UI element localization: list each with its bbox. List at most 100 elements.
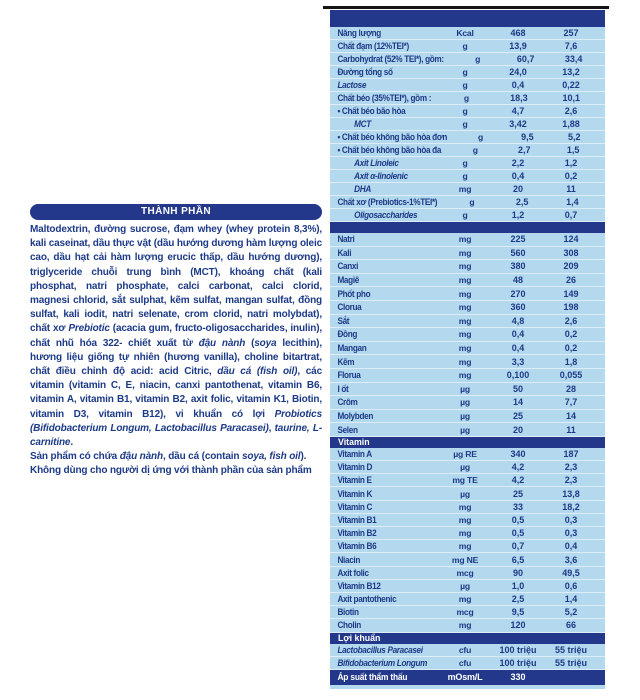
nutrient-unit: µg RE bbox=[453, 449, 477, 459]
value-per-100g: 48 bbox=[512, 275, 523, 286]
value-per-100g: 50 bbox=[512, 383, 523, 394]
ingredient-term-italic: Prebiotic bbox=[68, 323, 110, 335]
value-per-100g: 120 bbox=[510, 620, 526, 631]
value-per-serving: 0,2 bbox=[564, 171, 578, 181]
nutrient-unit: mg bbox=[458, 356, 472, 367]
ingredient-term-italic: dầu cá (fish oil) bbox=[217, 366, 298, 378]
nutrient-row: Vitamin B1 mg 0,5 0,3 bbox=[330, 514, 605, 528]
value-per-100g: 270 bbox=[510, 288, 526, 299]
value-per-100g: 2,7 bbox=[517, 145, 531, 155]
nutrient-unit: µg bbox=[460, 411, 470, 422]
nutrient-row: Axit α-linolenic g 0,4 0,2 bbox=[330, 170, 605, 183]
nutrient-name: Molybden bbox=[337, 411, 374, 422]
osmolality-label: Áp suất thẩm thấu bbox=[337, 672, 408, 683]
nutrient-row: Đường tổng số g 24,0 13,2 bbox=[330, 66, 605, 79]
nutrient-name: DHA bbox=[354, 184, 371, 194]
nutrient-unit: g bbox=[478, 132, 484, 142]
nutrition-table-panel: Năng lượng Kcal 468 257 Chất đạm (12%TEI*) g 1… bbox=[330, 10, 605, 689]
nutrient-name: • Chất béo bão hòa bbox=[337, 106, 406, 116]
value-per-100g: 0,4 bbox=[511, 329, 525, 340]
nutrient-unit: g bbox=[462, 119, 468, 129]
nutrient-row: Vitamin B6 mg 0,7 0,4 bbox=[330, 540, 605, 554]
ingredient-text: ). bbox=[300, 451, 307, 463]
nutrient-name: Oligosaccharides bbox=[354, 210, 418, 220]
nutrient-row: Kẽm mg 3,3 1,8 bbox=[330, 355, 605, 369]
nutrient-unit: mg bbox=[458, 288, 472, 299]
nutrient-unit: mcg bbox=[456, 567, 474, 578]
nutrient-name: Cholin bbox=[337, 620, 361, 631]
table-bottom-padding bbox=[330, 684, 605, 689]
nutrient-unit: mg bbox=[458, 315, 472, 326]
nutrient-row: Vitamin D µg 4,2 2,3 bbox=[330, 461, 605, 475]
nutrient-unit: g bbox=[462, 210, 468, 220]
nutrient-name: Đường tổng số bbox=[337, 67, 393, 77]
nutrient-row: Lactose g 0,4 0,22 bbox=[330, 79, 605, 92]
value-per-100g: 2,5 bbox=[511, 594, 525, 605]
nutrient-unit: µg bbox=[460, 488, 470, 499]
nutrient-row: Biotin mcg 9,5 5,2 bbox=[330, 606, 605, 620]
nutrient-name: Niacin bbox=[337, 554, 361, 565]
value-per-serving: 308 bbox=[563, 247, 579, 258]
ingredient-term-italic: soya bbox=[254, 337, 277, 349]
value-per-100g: 33 bbox=[512, 501, 523, 512]
ingredient-text: ( bbox=[245, 337, 255, 349]
value-per-100g: 20 bbox=[512, 184, 523, 194]
value-per-serving: 149 bbox=[563, 288, 579, 299]
nutrient-name: • Chất béo không bão hòa đơn bbox=[337, 132, 448, 142]
value-per-serving: 10,1 bbox=[562, 93, 581, 103]
vitamin-section-bar: Vitamin bbox=[330, 436, 605, 448]
value-per-100g: 0,100 bbox=[506, 370, 530, 381]
value-per-100g: 560 bbox=[510, 247, 526, 258]
nutrient-name: Lactobacillus Paracasei bbox=[337, 644, 423, 655]
nutrient-name: MCT bbox=[354, 119, 371, 129]
ingredients-paragraph: Không dùng cho người dị ứng với thành ph… bbox=[30, 464, 322, 478]
nutrient-row: Năng lượng Kcal 468 257 bbox=[330, 27, 605, 40]
ingredient-text: Sản phẩm có chứa bbox=[30, 451, 120, 463]
value-per-100g: 0,7 bbox=[511, 541, 525, 552]
nutrient-unit: µg bbox=[460, 462, 470, 473]
nutrient-unit: µg bbox=[460, 580, 470, 591]
nutrient-row: Bifidobacterium Longum cfu 100 triệu 55 tri… bbox=[330, 657, 605, 670]
nutrient-unit: mg bbox=[458, 528, 472, 539]
ingredients-paragraph: Sản phẩm có chứa đậu nành, dầu cá (conta… bbox=[30, 450, 322, 464]
value-per-100g: 9,5 bbox=[521, 132, 534, 142]
nutrient-name: Biotin bbox=[337, 607, 359, 618]
nutrient-name: Vitamin E bbox=[337, 475, 372, 486]
nutrient-unit: mg bbox=[458, 329, 472, 340]
nutrient-name: I ốt bbox=[337, 383, 349, 394]
nutrient-unit: g bbox=[462, 158, 468, 168]
value-per-100g: 2,5 bbox=[515, 197, 529, 207]
nutrient-unit: g bbox=[475, 54, 481, 64]
value-per-100g: 100 triệu bbox=[499, 644, 537, 655]
nutrient-unit: g bbox=[462, 80, 468, 90]
nutrient-row: Niacin mg NE 6,5 3,6 bbox=[330, 553, 605, 567]
nutrient-name: Crôm bbox=[337, 397, 358, 408]
nutrient-unit: mcg bbox=[456, 607, 474, 618]
value-per-serving: 49,5 bbox=[562, 567, 580, 578]
nutrient-unit: µg bbox=[460, 424, 470, 435]
nutrient-row: Magiê mg 48 26 bbox=[330, 274, 605, 288]
nutrient-name: Clorua bbox=[337, 302, 362, 313]
nutrient-unit: mg bbox=[458, 261, 472, 272]
value-per-serving: 0,4 bbox=[564, 541, 578, 552]
nutrient-name: Axit α-linolenic bbox=[354, 171, 408, 181]
value-per-serving: 1,88 bbox=[562, 119, 580, 129]
nutrient-name: Chất xơ (Prebiotics-1%TEI*) bbox=[337, 197, 438, 207]
nutrient-row: I ốt µg 50 28 bbox=[330, 383, 605, 397]
nutrient-row: Lactobacillus Paracasei cfu 100 triệu 55 tr… bbox=[330, 644, 605, 657]
nutrient-name: Sắt bbox=[337, 315, 350, 326]
nutrient-row: Đồng mg 0,4 0,2 bbox=[330, 328, 605, 342]
nutrient-row: Vitamin B2 mg 0,5 0,3 bbox=[330, 527, 605, 541]
value-per-100g: 9,5 bbox=[511, 607, 525, 618]
value-per-serving: 2,6 bbox=[564, 106, 578, 116]
nutrient-name: Bifidobacterium Longum bbox=[337, 657, 428, 668]
ingredient-text: lecithin), hương liệu giống tự nhiên (hư… bbox=[30, 337, 322, 378]
value-per-serving: 257 bbox=[563, 28, 579, 38]
nutrient-unit: mg bbox=[458, 370, 472, 381]
value-per-100g: 60,7 bbox=[516, 54, 535, 64]
ingredients-panel: THÀNH PHẦN Maltodextrin, đường sucrose, … bbox=[30, 204, 322, 479]
ingredient-text: . bbox=[70, 437, 73, 449]
nutrient-row: Kali mg 560 308 bbox=[330, 247, 605, 261]
ingredients-text: Maltodextrin, đường sucrose, đạm whey (w… bbox=[30, 223, 322, 479]
ingredient-text: Maltodextrin, đường sucrose, đạm whey (w… bbox=[30, 224, 322, 335]
